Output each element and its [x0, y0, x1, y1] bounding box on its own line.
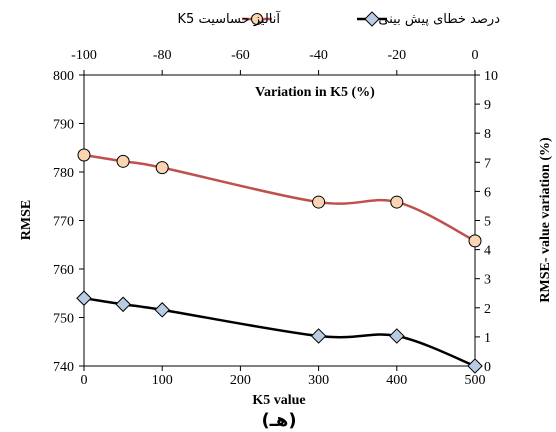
y2-tick-label: 3: [484, 273, 491, 288]
series-2-point: [310, 328, 327, 344]
x-tick-label: 0: [81, 373, 88, 388]
series-1-point: [390, 195, 404, 209]
y-tick-label: 740: [53, 360, 74, 375]
x2-tick-label: -80: [153, 48, 172, 63]
y2-tick-label: 8: [484, 127, 491, 142]
x-tick-label: 200: [230, 373, 251, 388]
y2-tick-label: 7: [484, 156, 491, 171]
legend-entry-series2: درصد خطای پیش بینی: [357, 11, 500, 27]
legend-label-series1: آنالیز حساسیت K5: [178, 10, 282, 27]
y2-tick-label: 4: [484, 244, 491, 259]
y-axis-title: RMSE: [19, 200, 34, 240]
figure-caption: (هـ): [261, 410, 296, 431]
series-2-point: [467, 358, 483, 374]
series-layer: [76, 148, 483, 374]
y2-tick-label: 0: [484, 360, 491, 375]
series-2-point: [76, 290, 92, 306]
x2-tick-label: -60: [231, 48, 250, 63]
y-tick-label: 750: [53, 312, 74, 327]
y-tick-label: 780: [53, 166, 74, 181]
series-2-point: [389, 328, 405, 344]
series-2-point: [154, 302, 170, 318]
x2-tick-label: -100: [71, 48, 97, 63]
x-axis-title: K5 value: [252, 393, 305, 408]
x2-tick-label: 0: [472, 48, 479, 63]
y2-tick-label: 10: [484, 69, 498, 84]
series-2-point: [115, 296, 131, 313]
y-tick-label: 790: [53, 118, 74, 133]
y2-tick-label: 9: [484, 98, 491, 113]
x2-axis-title: Variation in K5 (%): [255, 85, 375, 100]
y-tick-label: 760: [53, 263, 74, 278]
x-tick-label: 300: [308, 373, 329, 388]
x-tick-label: 400: [386, 373, 407, 388]
series-1-point: [77, 148, 91, 162]
y2-tick-label: 5: [484, 215, 491, 230]
y-tick-label: 770: [53, 215, 74, 230]
y2-tick-label: 1: [484, 331, 491, 346]
x-tick-label: 500: [465, 373, 486, 388]
x2-tick-label: -20: [387, 48, 406, 63]
legend: آنالیز حساسیت K5 درصد خطای پیش بینی: [178, 10, 501, 27]
series-1-point: [312, 195, 326, 209]
legend-label-series2: درصد خطای پیش بینی: [378, 12, 500, 27]
series-1-point: [468, 234, 482, 248]
legend-entry-series1: آنالیز حساسیت K5: [178, 10, 282, 27]
x-tick-label: 100: [152, 373, 173, 388]
y-tick-label: 800: [53, 69, 74, 84]
y2-tick-label: 2: [484, 302, 491, 317]
x2-tick-label: -40: [309, 48, 328, 63]
series-1-point: [155, 161, 169, 175]
plot-area: [83, 74, 476, 367]
series-1-line: [83, 153, 476, 242]
y2-axis-title: RMSE- value variation (%): [538, 137, 553, 303]
y2-tick-label: 6: [484, 185, 491, 200]
series-1-point: [116, 154, 130, 168]
series-2-line: [83, 296, 476, 368]
axis-ticks: 0 100 200 300 400 500-100 -80 -60 -40 -20 07407507…: [53, 48, 498, 388]
